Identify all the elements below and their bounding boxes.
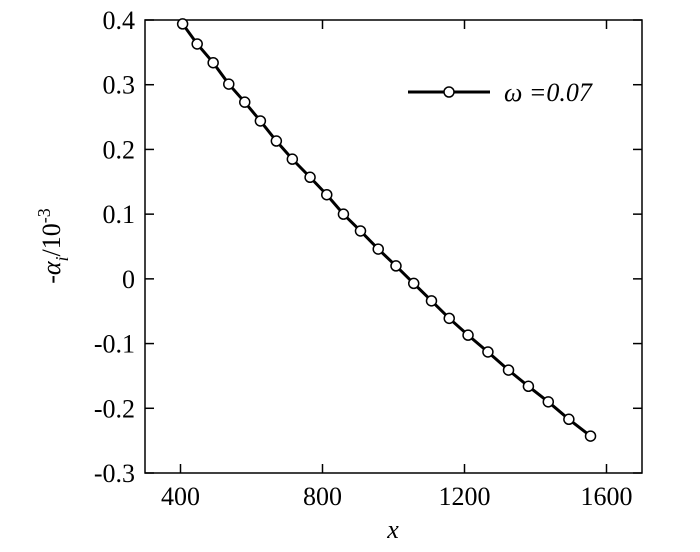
marker bbox=[354, 225, 367, 237]
plot-frame bbox=[144, 19, 643, 474]
marker bbox=[321, 188, 333, 201]
marker bbox=[286, 153, 299, 165]
marker bbox=[239, 96, 251, 108]
marker bbox=[223, 78, 235, 90]
y-tick-label: -0.3 bbox=[94, 459, 135, 488]
marker bbox=[407, 277, 420, 290]
marker bbox=[304, 171, 316, 184]
marker bbox=[372, 243, 384, 255]
x-tick-label: 800 bbox=[303, 482, 342, 511]
legend-label: ω =0.07 bbox=[504, 78, 593, 107]
marker bbox=[563, 413, 575, 426]
marker bbox=[207, 56, 219, 69]
marker bbox=[462, 329, 474, 341]
marker bbox=[337, 208, 350, 220]
marker bbox=[584, 430, 597, 442]
y-label-part: /10 bbox=[37, 223, 66, 256]
y-tick-label: 0.1 bbox=[103, 200, 136, 229]
x-tick-label: 1200 bbox=[439, 482, 491, 511]
marker bbox=[502, 364, 515, 376]
marker bbox=[542, 396, 555, 408]
x-axis-label: x bbox=[386, 515, 399, 544]
y-label-sub: i bbox=[52, 256, 72, 261]
marker bbox=[254, 115, 267, 127]
y-tick-label: 0.3 bbox=[103, 71, 136, 100]
y-label-part: -α bbox=[37, 260, 66, 284]
marker bbox=[390, 260, 402, 272]
marker bbox=[425, 295, 438, 307]
y-axis-label: -αi/10-3 bbox=[34, 208, 72, 284]
marker bbox=[191, 38, 203, 50]
y-tick-label: 0 bbox=[122, 265, 135, 294]
y-tick-label: -0.2 bbox=[94, 394, 135, 423]
marker bbox=[482, 346, 494, 358]
legend-marker bbox=[443, 86, 455, 98]
y-tick-label: 0.2 bbox=[103, 135, 136, 164]
x-tick-label: 400 bbox=[161, 482, 200, 511]
marker bbox=[443, 312, 455, 325]
y-label-sup: -3 bbox=[34, 208, 54, 223]
marker bbox=[522, 380, 535, 393]
marker bbox=[176, 18, 189, 30]
marker bbox=[270, 135, 283, 147]
y-tick-label: 0.4 bbox=[103, 6, 136, 35]
y-tick-label: -0.1 bbox=[94, 330, 135, 359]
x-tick-label: 1600 bbox=[581, 482, 633, 511]
